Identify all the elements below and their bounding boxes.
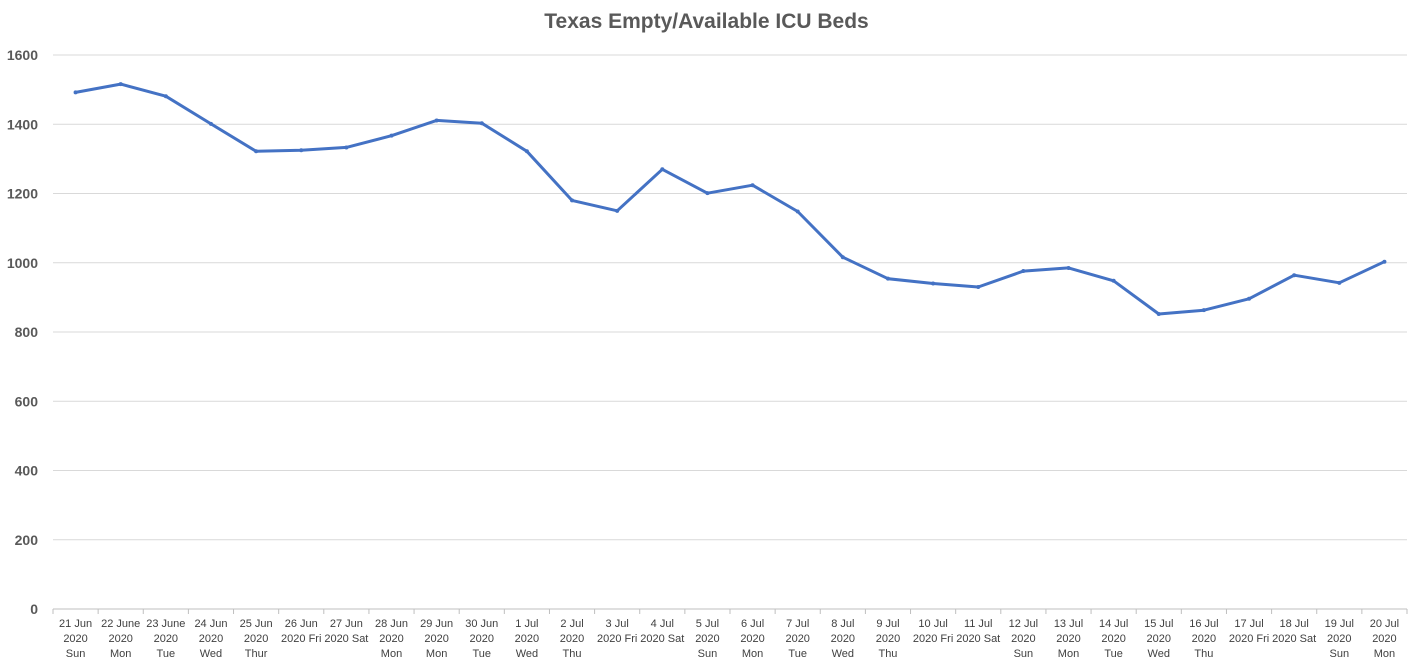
y-tick-label: 1400 bbox=[7, 116, 38, 132]
y-tick-label: 1200 bbox=[7, 186, 38, 202]
x-tick-label: 22 June 2020 Mon bbox=[101, 618, 140, 660]
data-point bbox=[660, 167, 665, 172]
data-point bbox=[976, 284, 981, 289]
x-tick-label: 6 Jul 2020 Mon bbox=[740, 618, 764, 660]
y-tick-label: 400 bbox=[15, 463, 39, 479]
chart-title: Texas Empty/Available ICU Beds bbox=[544, 10, 869, 33]
x-tick-label: 10 Jul 2020 Fri bbox=[913, 618, 953, 645]
y-tick-label: 1000 bbox=[7, 255, 38, 271]
x-tick-label: 14 Jul 2020 Tue bbox=[1099, 618, 1128, 660]
data-point bbox=[389, 133, 394, 138]
data-point bbox=[750, 183, 755, 188]
x-tick-label: 1 Jul 2020 Wed bbox=[515, 618, 539, 660]
x-tick-label: 28 Jun 2020 Mon bbox=[375, 618, 408, 660]
data-point bbox=[1021, 269, 1026, 274]
data-point bbox=[615, 208, 620, 213]
x-tick-label: 17 Jul 2020 Fri bbox=[1229, 618, 1269, 645]
x-tick-label: 25 Jun 2020 Thur bbox=[240, 618, 273, 660]
x-tick-label: 8 Jul 2020 Wed bbox=[831, 618, 855, 660]
data-point bbox=[254, 149, 259, 154]
x-tick-label: 3 Jul 2020 Fri bbox=[597, 618, 637, 645]
data-point bbox=[299, 148, 304, 153]
data-point bbox=[1382, 259, 1387, 264]
data-point bbox=[885, 276, 890, 281]
y-tick-label: 0 bbox=[30, 601, 38, 617]
data-point bbox=[931, 281, 936, 286]
data-point bbox=[1247, 296, 1252, 301]
data-point bbox=[524, 149, 529, 154]
data-point bbox=[705, 191, 710, 196]
x-tick-label: 20 Jul 2020 Mon bbox=[1370, 618, 1399, 660]
data-point bbox=[1292, 273, 1297, 278]
data-point bbox=[1111, 278, 1116, 283]
data-point bbox=[163, 94, 168, 99]
series-line bbox=[74, 82, 1386, 316]
x-tick-label: 9 Jul 2020 Thu bbox=[876, 618, 900, 660]
x-tick-label: 26 Jun 2020 Fri bbox=[281, 618, 321, 645]
x-tick-label: 16 Jul 2020 Thu bbox=[1189, 618, 1218, 660]
x-tick-label: 30 Jun 2020 Tue bbox=[465, 618, 498, 660]
data-point bbox=[118, 82, 123, 87]
data-point bbox=[1201, 308, 1206, 313]
x-tick-label: 13 Jul 2020 Mon bbox=[1054, 618, 1083, 660]
data-point bbox=[840, 255, 845, 260]
x-tick-label: 29 Jun 2020 Mon bbox=[420, 618, 453, 660]
x-tick-label: 24 Jun 2020 Wed bbox=[194, 618, 227, 660]
data-point bbox=[570, 198, 575, 203]
data-point bbox=[479, 121, 484, 126]
y-tick-label: 600 bbox=[15, 393, 39, 409]
data-point bbox=[795, 209, 800, 214]
x-tick-label: 27 Jun 2020 Sat bbox=[324, 618, 368, 645]
x-tick-label: 7 Jul 2020 Tue bbox=[785, 618, 809, 660]
data-point bbox=[344, 145, 349, 150]
data-point bbox=[1066, 265, 1071, 270]
x-tick-label: 19 Jul 2020 Sun bbox=[1325, 618, 1354, 660]
x-tick-label: 2 Jul 2020 Thu bbox=[560, 618, 584, 660]
x-tick-label: 4 Jul 2020 Sat bbox=[640, 618, 684, 645]
y-tick-label: 800 bbox=[15, 324, 39, 340]
y-tick-label: 1600 bbox=[7, 47, 38, 63]
y-tick-label: 200 bbox=[15, 532, 39, 548]
data-point bbox=[208, 121, 213, 126]
x-tick-label: 18 Jul 2020 Sat bbox=[1272, 618, 1316, 645]
data-point bbox=[73, 90, 78, 95]
x-tick-label: 21 Jun 2020 Sun bbox=[59, 618, 92, 660]
data-point bbox=[434, 118, 439, 123]
x-tick-label: 23 June 2020 Tue bbox=[146, 618, 185, 660]
x-tick-label: 12 Jul 2020 Sun bbox=[1009, 618, 1038, 660]
data-point bbox=[1337, 280, 1342, 285]
x-tick-label: 5 Jul 2020 Sun bbox=[695, 618, 719, 660]
x-tick-label: 15 Jul 2020 Wed bbox=[1144, 618, 1173, 660]
data-point bbox=[1156, 311, 1161, 316]
x-tick-label: 11 Jul 2020 Sat bbox=[956, 618, 1000, 645]
